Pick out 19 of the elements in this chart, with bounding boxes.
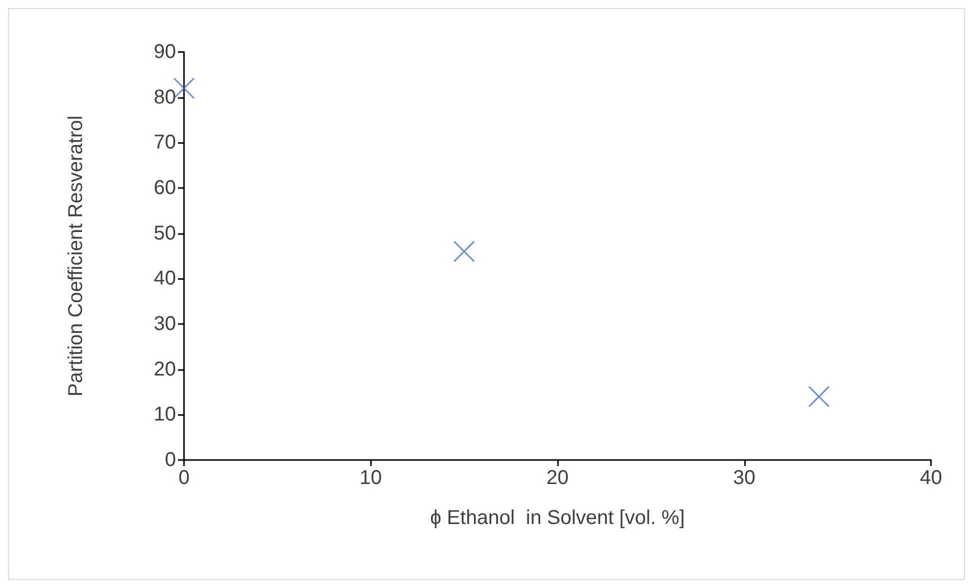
x-tick-label: 30	[733, 467, 756, 489]
y-tick-label: 30	[154, 313, 176, 335]
point	[453, 240, 475, 262]
y-tick-label: 80	[154, 86, 176, 108]
y-axis-title: Partition Coefficient Resveratrol	[65, 116, 87, 396]
y-tick-label: 20	[154, 358, 176, 380]
x-tick-label: 20	[546, 467, 569, 489]
y-tick-label: 70	[154, 132, 176, 154]
point	[808, 386, 830, 408]
x-tick-label: 0	[178, 467, 190, 489]
y-tick-label: 50	[154, 222, 176, 244]
y-tick-label: 40	[154, 268, 176, 290]
y-tick-label: 0	[164, 449, 176, 471]
x-tick-label: 40	[920, 467, 942, 489]
x-tick-label: 10	[360, 467, 382, 489]
y-tick-label: 90	[154, 41, 176, 63]
y-tick-label: 60	[154, 177, 176, 199]
x-axis-title: ϕ Ethanol in Solvent [vol. %]	[430, 507, 685, 529]
y-tick-label: 10	[154, 404, 176, 426]
